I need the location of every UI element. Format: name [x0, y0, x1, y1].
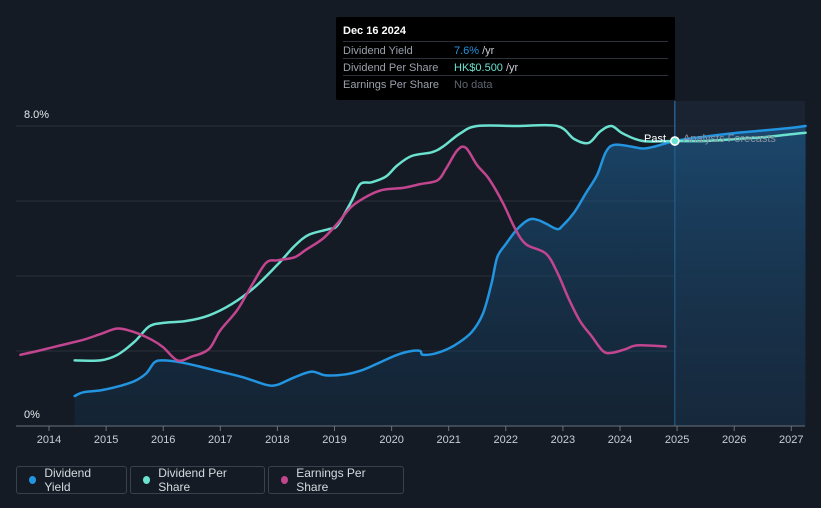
past-label: Past [644, 133, 666, 145]
x-tick-label: 2017 [208, 434, 232, 446]
tooltip-label: Dividend Yield [343, 45, 413, 57]
tooltip-value: No data [454, 79, 493, 91]
x-tick-label: 2026 [722, 434, 746, 446]
x-tick-label: 2025 [665, 434, 689, 446]
legend-dot-icon [29, 476, 37, 484]
legend-label: Dividend Per Share [158, 466, 227, 494]
forecast-label: Analysts Forecasts [683, 133, 776, 145]
x-tick-label: 2024 [608, 434, 632, 446]
legend-dot-icon [281, 476, 289, 484]
y-tick-label: 8.0% [24, 109, 49, 121]
x-tick-label: 2020 [379, 434, 403, 446]
legend-label: Earnings Per Share [296, 466, 366, 494]
tooltip-row-dividend-per-share: Dividend Per Share HK$0.500/yr [343, 58, 668, 76]
tooltip-value-text: 7.6% [454, 45, 480, 57]
x-tick-label: 2015 [94, 434, 118, 446]
axes-layer: 2014 2015 2016 2017 2018 2019 2020 2021 2022 2023… [16, 109, 805, 446]
tooltip: Dec 16 2024 Dividend Yield 7.6%/yr Divid… [336, 17, 675, 100]
tooltip-value: HK$0.500/yr [454, 62, 518, 74]
y-tick-label: 0% [24, 409, 40, 421]
legend-item-dividend-per-share[interactable]: Dividend Per Share [130, 466, 265, 494]
tooltip-date: Dec 16 2024 [343, 25, 406, 37]
legend-item-dividend-yield[interactable]: Dividend Yield [16, 466, 127, 494]
dividend-per-share-line [73, 123, 807, 363]
dividend-yield-line [73, 124, 807, 398]
tooltip-unit: /yr [482, 45, 495, 57]
tooltip-value-text: HK$0.500 [454, 62, 503, 74]
tooltip-unit: /yr [505, 62, 519, 74]
tooltip-row-dividend-yield: Dividend Yield 7.6%/yr [343, 41, 668, 59]
tooltip-label: Earnings Per Share [343, 79, 439, 91]
legend-dot-icon [143, 476, 151, 484]
x-tick-label: 2023 [551, 434, 575, 446]
x-tick-label: 2014 [37, 434, 61, 446]
x-tick-label: 2027 [779, 434, 803, 446]
x-tick-label: 2022 [494, 434, 518, 446]
x-tick-label: 2016 [151, 434, 175, 446]
legend-item-earnings-per-share[interactable]: Earnings Per Share [268, 466, 404, 494]
x-tick-label: 2021 [436, 434, 460, 446]
earnings-per-share-line [19, 145, 667, 362]
x-tick-label: 2018 [265, 434, 289, 446]
tooltip-value-text: No data [454, 79, 493, 91]
dividend-per-share-hover-marker [670, 136, 680, 146]
markers-layer [670, 136, 680, 146]
tooltip-row-earnings-per-share: Earnings Per Share No data [343, 75, 668, 93]
tooltip-label: Dividend Per Share [343, 62, 439, 74]
legend-label: Dividend Yield [44, 466, 92, 494]
tooltip-value: 7.6%/yr [454, 45, 494, 57]
x-tick-label: 2019 [322, 434, 346, 446]
lines-layer [19, 123, 807, 398]
